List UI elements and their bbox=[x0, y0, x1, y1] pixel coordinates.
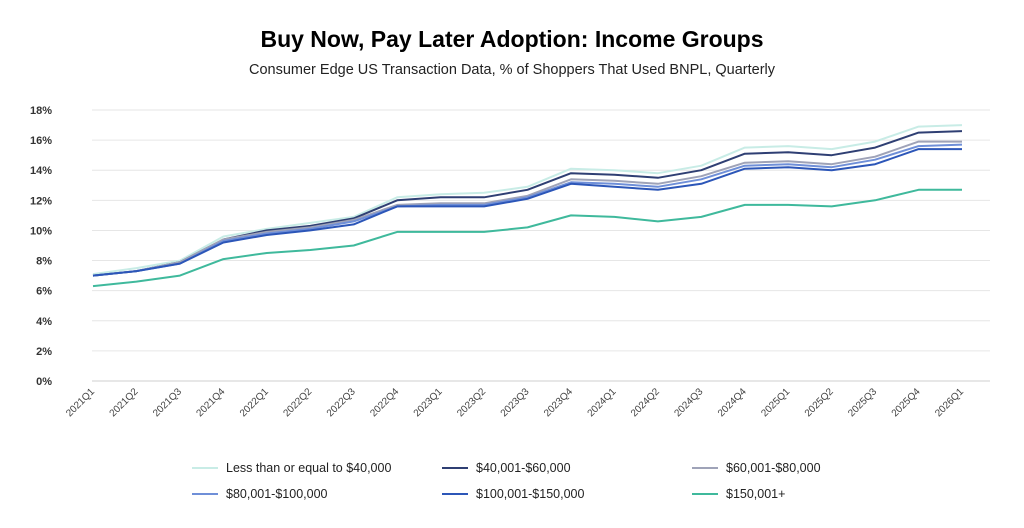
x-axis-ticks: 2021Q1 2021Q2 2021Q3 2021Q4 2022Q1 2022Q2 2022… bbox=[64, 386, 966, 419]
x-tick-label: 2024Q4 bbox=[716, 386, 749, 419]
y-tick-label: 12% bbox=[30, 195, 52, 207]
x-tick-label: 2021Q2 bbox=[108, 386, 141, 419]
y-axis-ticks: 0% 2% 4% 6% 8% 10% 12% 14% 16% 18% bbox=[30, 105, 52, 388]
x-tick-label: 2023Q2 bbox=[455, 386, 488, 419]
chart-title: Buy Now, Pay Later Adoption: Income Grou… bbox=[260, 26, 764, 52]
chart-subtitle: Consumer Edge US Transaction Data, % of … bbox=[248, 62, 775, 78]
x-tick-label: 2021Q4 bbox=[195, 386, 228, 419]
series-line-2 bbox=[92, 130, 963, 277]
x-tick-label: 2025Q3 bbox=[846, 386, 879, 419]
x-tick-label: 2024Q3 bbox=[672, 386, 705, 419]
x-tick-label: 2021Q3 bbox=[151, 386, 184, 419]
legend-swatch bbox=[192, 493, 218, 495]
x-tick-label: 2022Q2 bbox=[281, 386, 314, 419]
x-tick-label: 2021Q1 bbox=[64, 386, 97, 419]
x-tick-label: 2023Q1 bbox=[412, 386, 445, 419]
y-tick-label: 10% bbox=[30, 225, 52, 237]
x-tick-label: 2023Q3 bbox=[499, 386, 532, 419]
legend-swatch bbox=[692, 467, 718, 469]
legend-swatch bbox=[692, 493, 718, 495]
legend: Less than or equal to $40,000 $40,001-$60… bbox=[0, 452, 1024, 522]
legend-item: $100,001-$150,000 bbox=[442, 485, 584, 503]
legend-item: $150,001+ bbox=[692, 485, 785, 503]
legend-item: $60,001-$80,000 bbox=[692, 459, 821, 477]
legend-label: $80,001-$100,000 bbox=[226, 487, 328, 501]
line-chart: 0%2%4%6%8%10%12%14%16%18% 2021Q1 2021Q2 20… bbox=[30, 105, 990, 419]
y-tick-label: 2% bbox=[36, 346, 52, 358]
x-tick-label: 2025Q4 bbox=[890, 386, 923, 419]
series-line-6 bbox=[92, 188, 962, 288]
y-tick-label: 16% bbox=[30, 135, 52, 147]
series-line-4 bbox=[92, 143, 963, 277]
x-tick-label: 2025Q2 bbox=[803, 386, 836, 419]
series-line-3 bbox=[92, 140, 962, 277]
series-line-1 bbox=[92, 124, 963, 276]
x-tick-label: 2024Q2 bbox=[629, 386, 662, 419]
x-tick-label: 2024Q1 bbox=[586, 386, 619, 419]
y-tick-label: 6% bbox=[36, 286, 52, 298]
legend-label: $100,001-$150,000 bbox=[476, 487, 585, 501]
x-tick-label: 2023Q4 bbox=[542, 386, 575, 419]
legend-label: $60,001-$80,000 bbox=[726, 461, 821, 475]
legend-item: $40,001-$60,000 bbox=[442, 459, 571, 477]
x-tick-label: 2022Q1 bbox=[238, 386, 271, 419]
legend-swatch bbox=[442, 467, 468, 469]
legend-label: $150,001+ bbox=[726, 487, 786, 501]
x-tick-label: 2022Q4 bbox=[368, 386, 401, 419]
grid-lines bbox=[92, 109, 990, 382]
y-tick-label: 0% bbox=[36, 376, 52, 388]
x-tick-label: 2022Q3 bbox=[325, 386, 358, 419]
y-tick-label: 4% bbox=[36, 316, 52, 328]
y-tick-label: 14% bbox=[30, 165, 52, 177]
legend-label: Less than or equal to $40,000 bbox=[226, 461, 392, 475]
legend-label: $40,001-$60,000 bbox=[476, 461, 571, 475]
legend-swatch bbox=[442, 493, 468, 495]
legend-item: $80,001-$100,000 bbox=[192, 485, 327, 503]
legend-item: Less than or equal to $40,000 bbox=[192, 459, 391, 477]
x-tick-label: 2026Q1 bbox=[933, 386, 966, 419]
series-lines bbox=[92, 124, 963, 288]
y-tick-label: 8% bbox=[36, 256, 52, 268]
series-line-5 bbox=[92, 148, 962, 277]
x-tick-label: 2025Q1 bbox=[759, 386, 792, 419]
legend-swatch bbox=[192, 467, 218, 469]
y-tick-label: 18% bbox=[30, 105, 52, 117]
